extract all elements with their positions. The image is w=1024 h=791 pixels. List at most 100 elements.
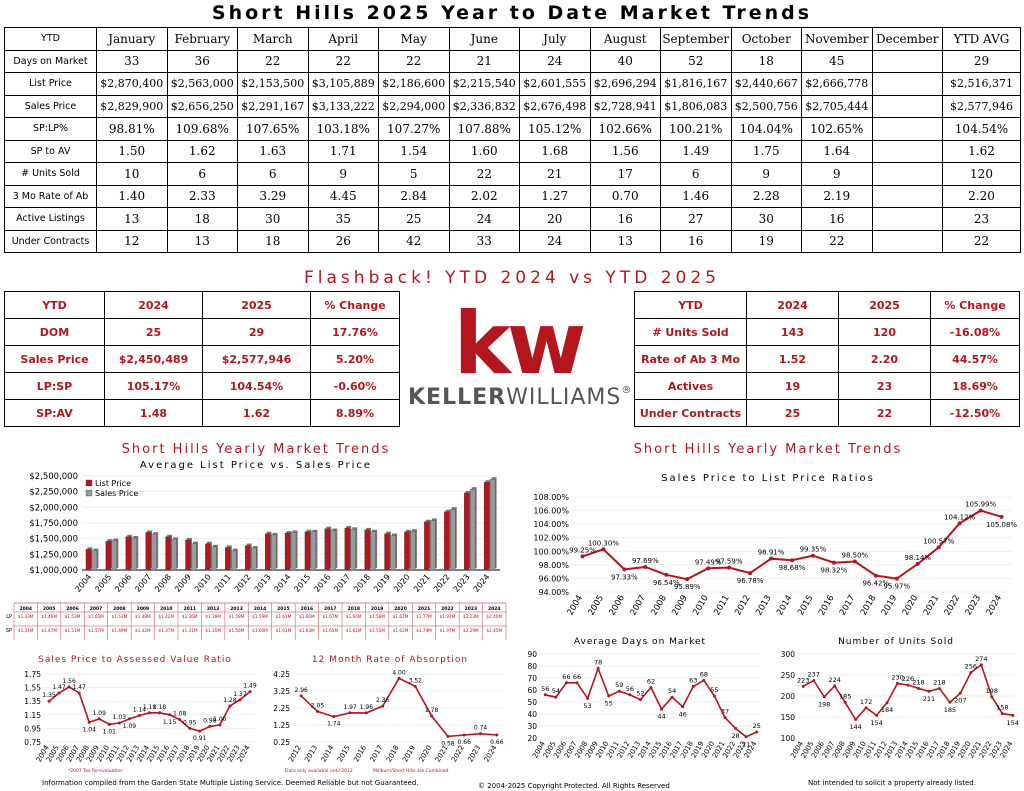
splp-chart-title: Sales Price to List Price Ratios	[661, 473, 875, 484]
table-cell: 33	[96, 49, 168, 73]
bar-sales-price	[270, 534, 277, 571]
x-tick-label: 2014	[320, 744, 336, 764]
cmp-cell: 17.76%	[310, 318, 400, 346]
table-cell: 98.81%	[96, 117, 168, 141]
table-cell: 19	[730, 229, 802, 253]
cmp-cell: Sales Price	[4, 345, 105, 373]
data-point	[479, 732, 483, 736]
data-table-value: $1.79M	[416, 628, 432, 633]
x-tick-label: 2007	[133, 573, 153, 594]
x-tick-label: 2013	[303, 744, 319, 763]
data-table-value: $1.61M	[276, 614, 292, 619]
cmp-cell: 5.20%	[310, 345, 400, 373]
ytd-row: SP to AV 1.50 1.62 1.63 1.71 1.54 1.60 1.68 1.56…	[4, 139, 1021, 163]
flashback-title: Flashback! YTD 2024 vs YTD 2025	[304, 268, 720, 288]
y-tick-label: 1.35	[24, 697, 41, 706]
data-point	[158, 711, 162, 715]
data-point	[446, 734, 450, 738]
table-cell: 36	[166, 49, 238, 73]
x-tick-label: 2022	[943, 594, 962, 618]
table-cell: $1,806,083	[660, 94, 732, 118]
data-table-value: $1.93M	[440, 614, 456, 619]
y-tick-label: 96.00%	[538, 574, 569, 583]
table-cell: $2,291,167	[237, 94, 309, 118]
header-cell: July	[519, 27, 591, 51]
table-cell: $2,656,250	[166, 94, 238, 118]
data-point	[916, 686, 920, 690]
data-point	[617, 689, 621, 693]
data-label: 2.96	[294, 687, 308, 694]
row-label: List Price	[4, 72, 97, 96]
data-label: 97.33%	[611, 573, 638, 581]
data-label: 66	[562, 673, 570, 681]
bar-list-price	[483, 482, 490, 571]
y-tick-label: 2.25	[273, 704, 290, 713]
table-cell: $1,816,167	[660, 72, 732, 96]
bar-sales-price	[310, 531, 317, 571]
data-point	[769, 556, 774, 561]
data-label: 96.78%	[737, 577, 764, 585]
cmp-row: DOM 25 29 17.76%	[4, 318, 400, 346]
x-tick-label: 2017	[332, 573, 352, 594]
y-tick-label: 30	[527, 722, 537, 731]
cmp-header-cell: YTD	[4, 291, 105, 319]
cmp-cell: 1.48	[104, 399, 203, 427]
data-label: 55	[605, 700, 613, 708]
table-cell: $2,829,900	[96, 94, 168, 118]
y-tick-label: 98.00%	[538, 561, 569, 570]
x-tick-label: 2008	[153, 573, 173, 594]
data-table-year: 2013	[230, 606, 243, 612]
y-tick-label: 70	[527, 674, 537, 683]
x-tick-label: 2008	[649, 594, 668, 618]
y-tick-label: 300	[781, 650, 796, 659]
table-cell: 25	[378, 207, 450, 231]
data-label: 1.15	[163, 719, 177, 726]
x-tick-label: 2009	[670, 594, 689, 618]
cmp-header-cell: 2024	[746, 291, 839, 319]
bar-sales-price	[131, 537, 137, 571]
table-cell: 9	[801, 162, 873, 186]
data-label: 1.56	[62, 678, 76, 685]
table-cell: 120	[942, 162, 1021, 186]
page-title: Short Hills 2025 Year to Date Market Tre…	[211, 2, 813, 24]
cmp-cell: 1.52	[746, 345, 839, 373]
data-point	[810, 553, 815, 558]
data-table-value: $1.51M	[65, 628, 81, 633]
ytd-row: Sales Price $2,829,900 $2,656,250 $2,291,16…	[4, 94, 1021, 118]
data-label: 274	[975, 655, 987, 663]
bar-list-price	[225, 547, 231, 571]
y-tick-label: $1,000,000	[29, 566, 78, 576]
data-label: 55	[710, 686, 718, 694]
left-section-title: Short Hills Yearly Market Trends	[121, 442, 391, 457]
y-tick-label: 90	[527, 650, 537, 659]
row-label: SP to AV	[4, 139, 97, 163]
data-table-value: $2.23M	[463, 614, 479, 619]
y-tick-label: 94.00%	[538, 588, 569, 597]
ytd-table: YTD January February March April May June July A…	[4, 27, 1021, 253]
data-point	[586, 696, 590, 700]
table-cell: 13	[589, 229, 661, 253]
x-tick-label: 2021	[922, 594, 941, 618]
data-point	[628, 693, 632, 697]
bar-list-price	[404, 531, 410, 571]
y-tick-label: 50	[527, 698, 537, 707]
data-table-year: 2008	[113, 606, 126, 612]
y-tick-label: $2,500,000	[29, 472, 78, 482]
table-cell: 1.56	[589, 139, 661, 163]
data-point	[978, 508, 983, 513]
header-cell: May	[378, 27, 450, 51]
table-cell: 2.02	[448, 184, 520, 208]
x-tick-label: 2015	[336, 744, 352, 763]
data-point	[755, 730, 759, 734]
bar-list-price	[145, 532, 151, 571]
table-cell: 22	[378, 49, 450, 73]
table-cell: 17	[589, 162, 661, 186]
bar-sales-price	[151, 534, 157, 571]
table-cell: 107.88%	[448, 117, 520, 141]
x-tick-label: 2018	[385, 744, 401, 763]
data-point	[638, 698, 642, 702]
table-cell: 42	[378, 229, 450, 253]
cmp-header-cell: % Change	[310, 291, 400, 319]
series-line	[802, 663, 1013, 721]
bar-sales-price	[231, 550, 237, 571]
